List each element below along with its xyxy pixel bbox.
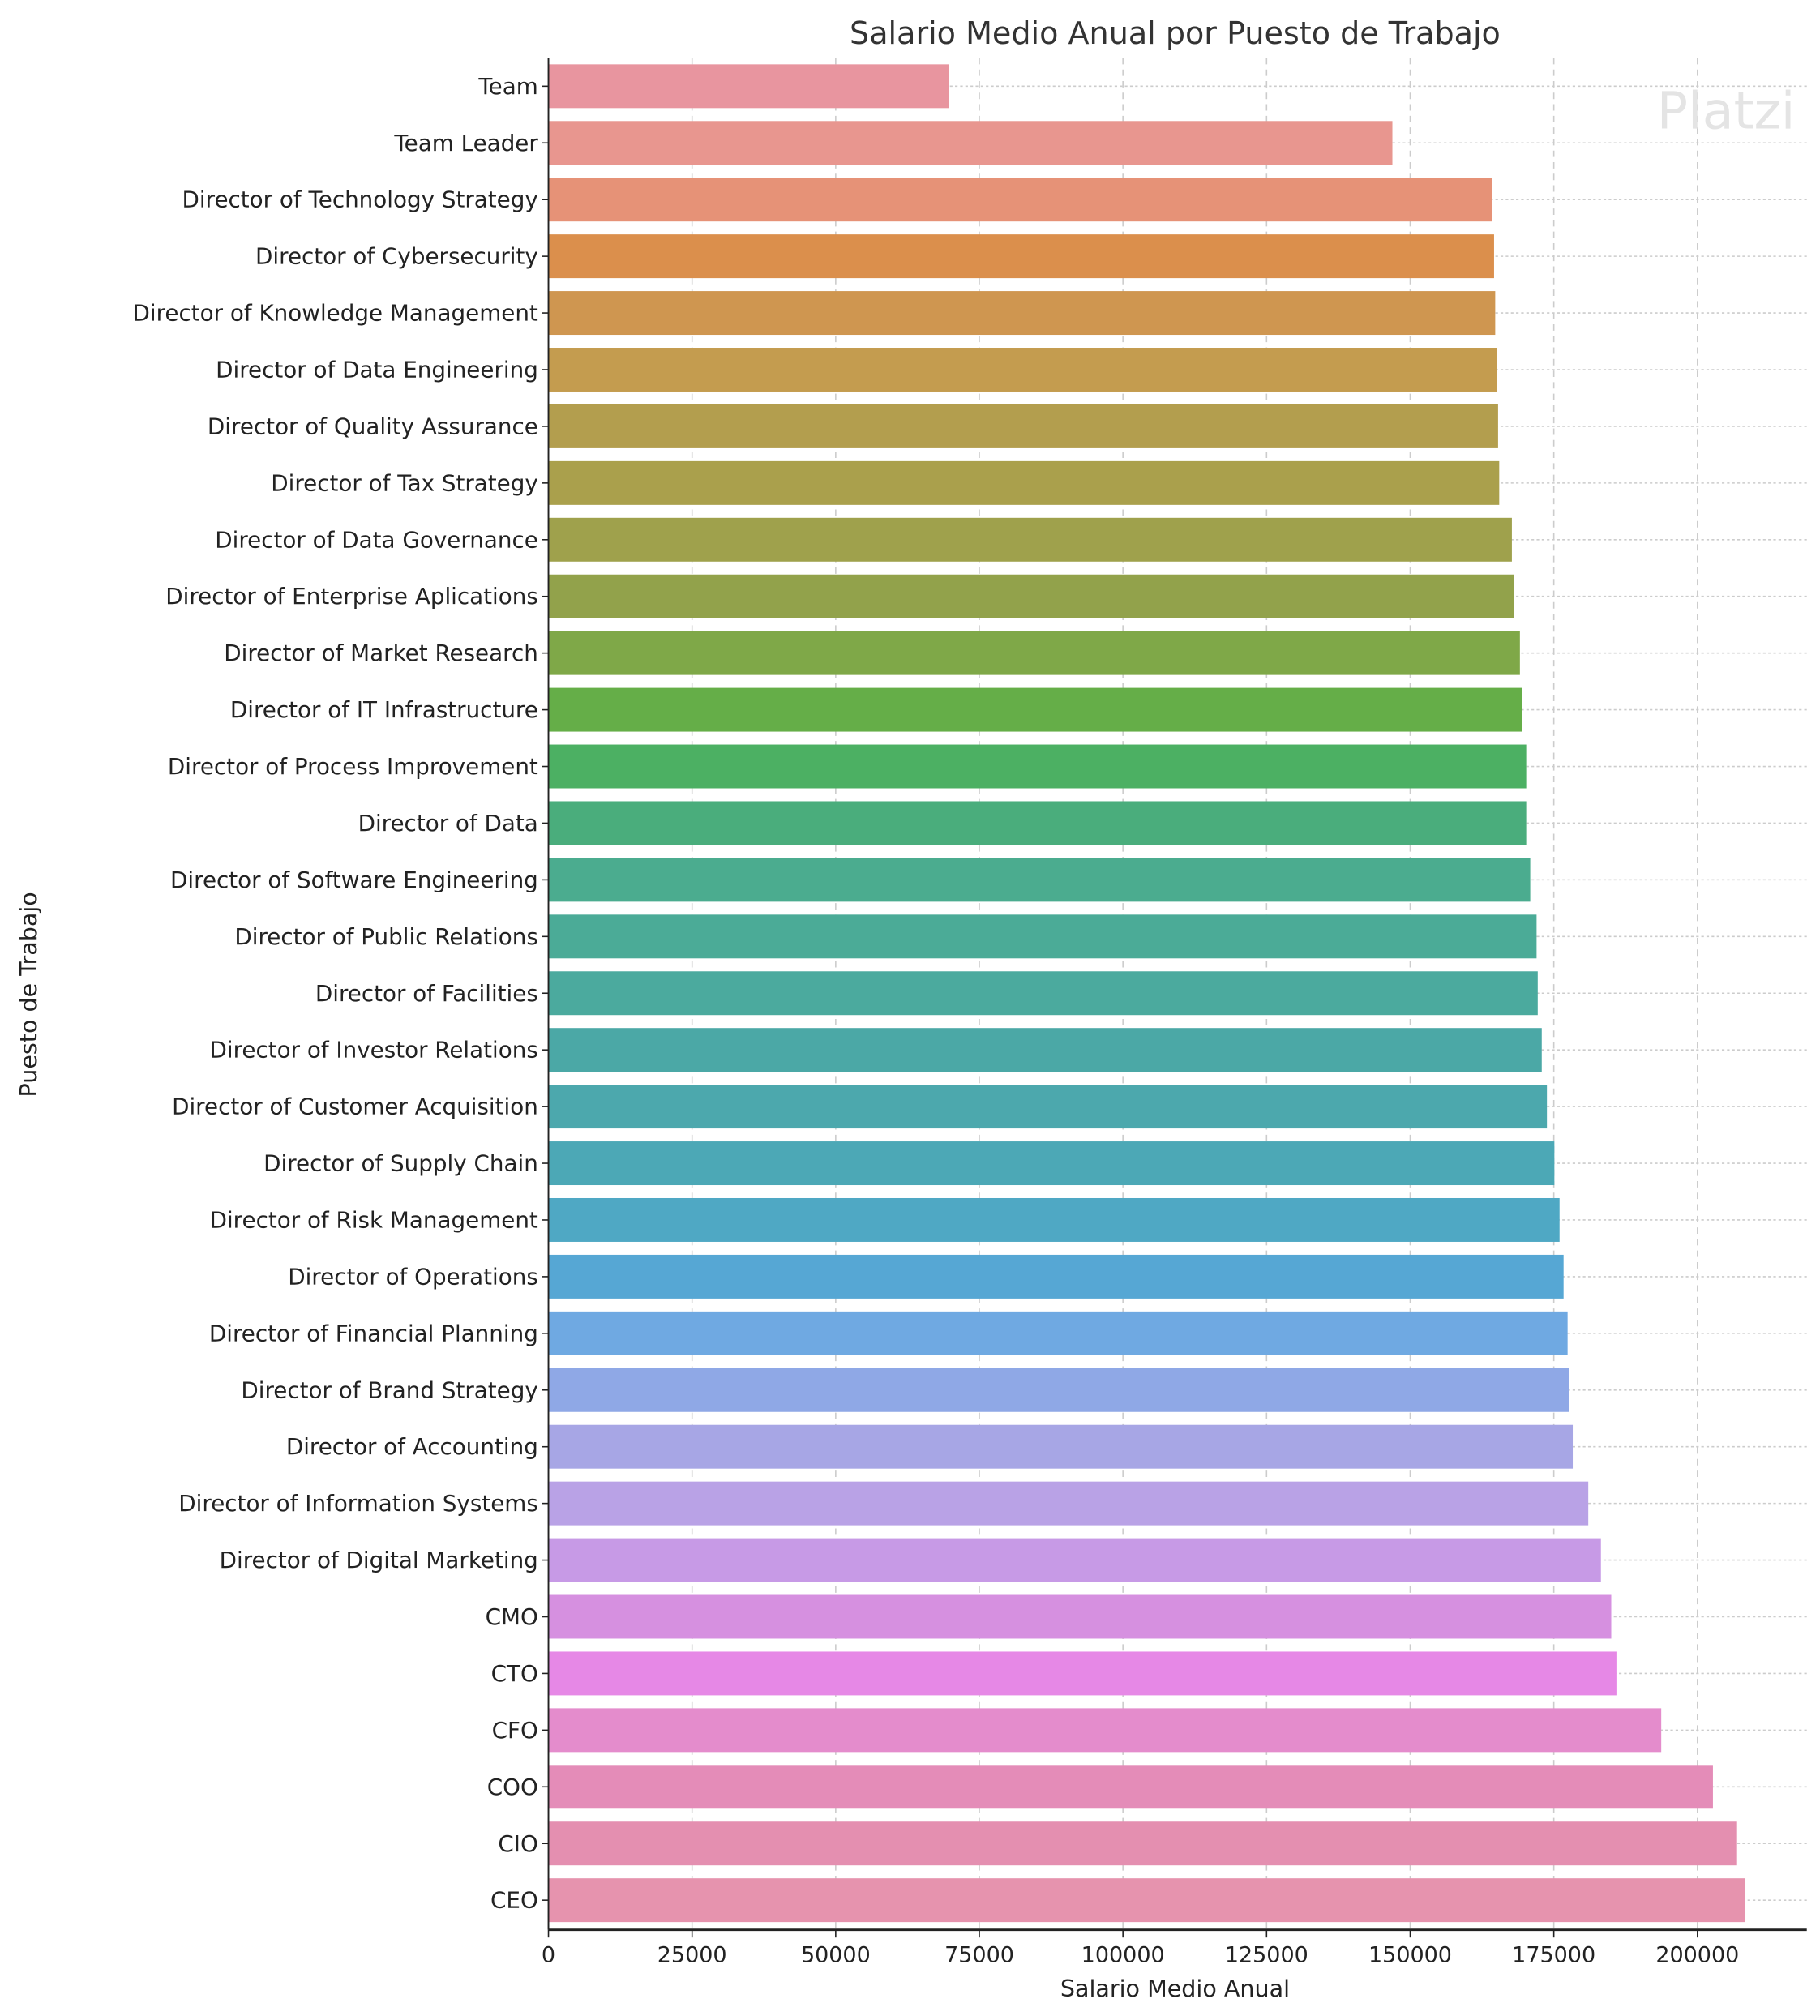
bar-coo [548, 1765, 1713, 1809]
y-tick-label: Director of Process Improvement [168, 753, 538, 780]
y-tick-label: Director of Information Systems [178, 1490, 538, 1517]
y-tick-label: CFO [492, 1717, 538, 1744]
x-tick-label: 100000 [1081, 1942, 1165, 1967]
y-tick-label: Director of Data Engineering [216, 357, 538, 383]
y-tick-label: CEO [490, 1887, 538, 1914]
y-tick-label: Director of Financial Planning [209, 1320, 538, 1346]
bar-director-of-it-infrastructure [548, 687, 1522, 732]
y-tick-label: CMO [486, 1603, 538, 1630]
bar-director-of-market-research [548, 631, 1520, 675]
x-tick-label: 175000 [1512, 1942, 1595, 1967]
y-tick-label: Team [477, 73, 537, 100]
bar-director-of-enterprise-aplications [548, 574, 1514, 618]
axes: 0 25000 50000 75000 100000 125000 150000 175000… [133, 58, 1807, 1967]
watermark: Platzi [1657, 81, 1796, 141]
y-tick-label: Director of Software Engineering [170, 867, 538, 893]
bar-director-of-accounting [548, 1424, 1574, 1469]
bar-director-of-public-relations [548, 914, 1537, 959]
x-tick-label: 75000 [944, 1942, 1014, 1967]
bar-director-of-investor-relations [548, 1028, 1542, 1072]
bar-director-of-tax-strategy [548, 460, 1500, 505]
y-tick-label: Director of Enterprise Aplications [165, 583, 538, 610]
bar-cto [548, 1651, 1617, 1696]
y-tick-label: Director of Digital Marketing [220, 1547, 538, 1573]
y-tick-label: Director of Brand Strategy [241, 1376, 537, 1403]
bar-team [548, 64, 949, 109]
y-tick-label: Director of IT Infrastructure [230, 696, 538, 723]
y-tick-label: Director of Market Research [224, 640, 538, 666]
bar-director-of-risk-management [548, 1197, 1560, 1242]
bar-director-of-data-governance [548, 517, 1512, 562]
bar-director-of-data-engineering [548, 348, 1497, 392]
x-tick-label: 50000 [801, 1942, 871, 1967]
y-tick-label: Director of Operations [288, 1263, 538, 1290]
bar-director-of-information-systems [548, 1481, 1589, 1526]
x-tick-label: 150000 [1368, 1942, 1452, 1967]
y-tick-label: Director of Knowledge Management [133, 300, 538, 327]
chart-title: Salario Medio Anual por Puesto de Trabaj… [850, 15, 1501, 51]
bar-cio [548, 1821, 1737, 1866]
y-tick-label: Director of Supply Chain [263, 1150, 538, 1177]
y-tick-label: Director of Public Relations [234, 923, 537, 950]
y-tick-label: Director of Technology Strategy [182, 186, 538, 213]
bar-director-of-supply-chain [548, 1141, 1555, 1186]
bar-director-of-technology-strategy [548, 178, 1492, 222]
bar-director-of-operations [548, 1254, 1564, 1299]
y-tick-label: Director of Investor Relations [209, 1037, 537, 1064]
bar-cfo [548, 1708, 1662, 1753]
x-axis-label: Salario Medio Anual [1060, 1975, 1290, 2002]
y-tick-label: Director of Customer Acquisition [172, 1094, 538, 1120]
bar-director-of-process-improvement [548, 744, 1527, 789]
x-tick-label: 125000 [1225, 1942, 1308, 1967]
bar-director-of-cybersecurity [548, 234, 1494, 279]
bar-director-of-brand-strategy [548, 1368, 1569, 1412]
y-tick-label: Director of Cybersecurity [255, 243, 538, 270]
bar-ceo [548, 1878, 1745, 1923]
x-tick-label: 0 [542, 1942, 555, 1967]
y-tick-label: CIO [498, 1830, 537, 1857]
y-tick-label: Team Leader [393, 130, 538, 156]
y-tick-label: Director of Quality Assurance [208, 413, 538, 439]
bar-cmo [548, 1594, 1612, 1639]
bars [548, 64, 1745, 1923]
x-tick-label: 25000 [657, 1942, 727, 1967]
x-tick-label: 200000 [1655, 1942, 1739, 1967]
bar-director-of-financial-planning [548, 1311, 1568, 1355]
bar-team-leader [548, 121, 1393, 165]
y-tick-label: Director of Tax Strategy [271, 469, 538, 496]
y-tick-label: CTO [491, 1660, 538, 1687]
bar-director-of-customer-acquisition [548, 1085, 1548, 1129]
bar-director-of-digital-marketing [548, 1538, 1601, 1582]
bar-director-of-facilities [548, 971, 1538, 1016]
bar-director-of-software-engineering [548, 858, 1531, 902]
bar-director-of-quality-assurance [548, 404, 1498, 448]
y-tick-label: Director of Facilities [315, 980, 538, 1007]
bar-director-of-data [548, 801, 1527, 845]
y-tick-label: Director of Data Governance [215, 526, 538, 553]
y-tick-label: Director of Data [358, 810, 538, 837]
y-tick-label: COO [487, 1774, 538, 1800]
bar-director-of-knowledge-management [548, 291, 1496, 336]
y-tick-label: Director of Accounting [286, 1433, 538, 1460]
y-axis-label: Puesto de Trabajo [15, 892, 42, 1097]
y-tick-label: Director of Risk Management [210, 1206, 538, 1233]
